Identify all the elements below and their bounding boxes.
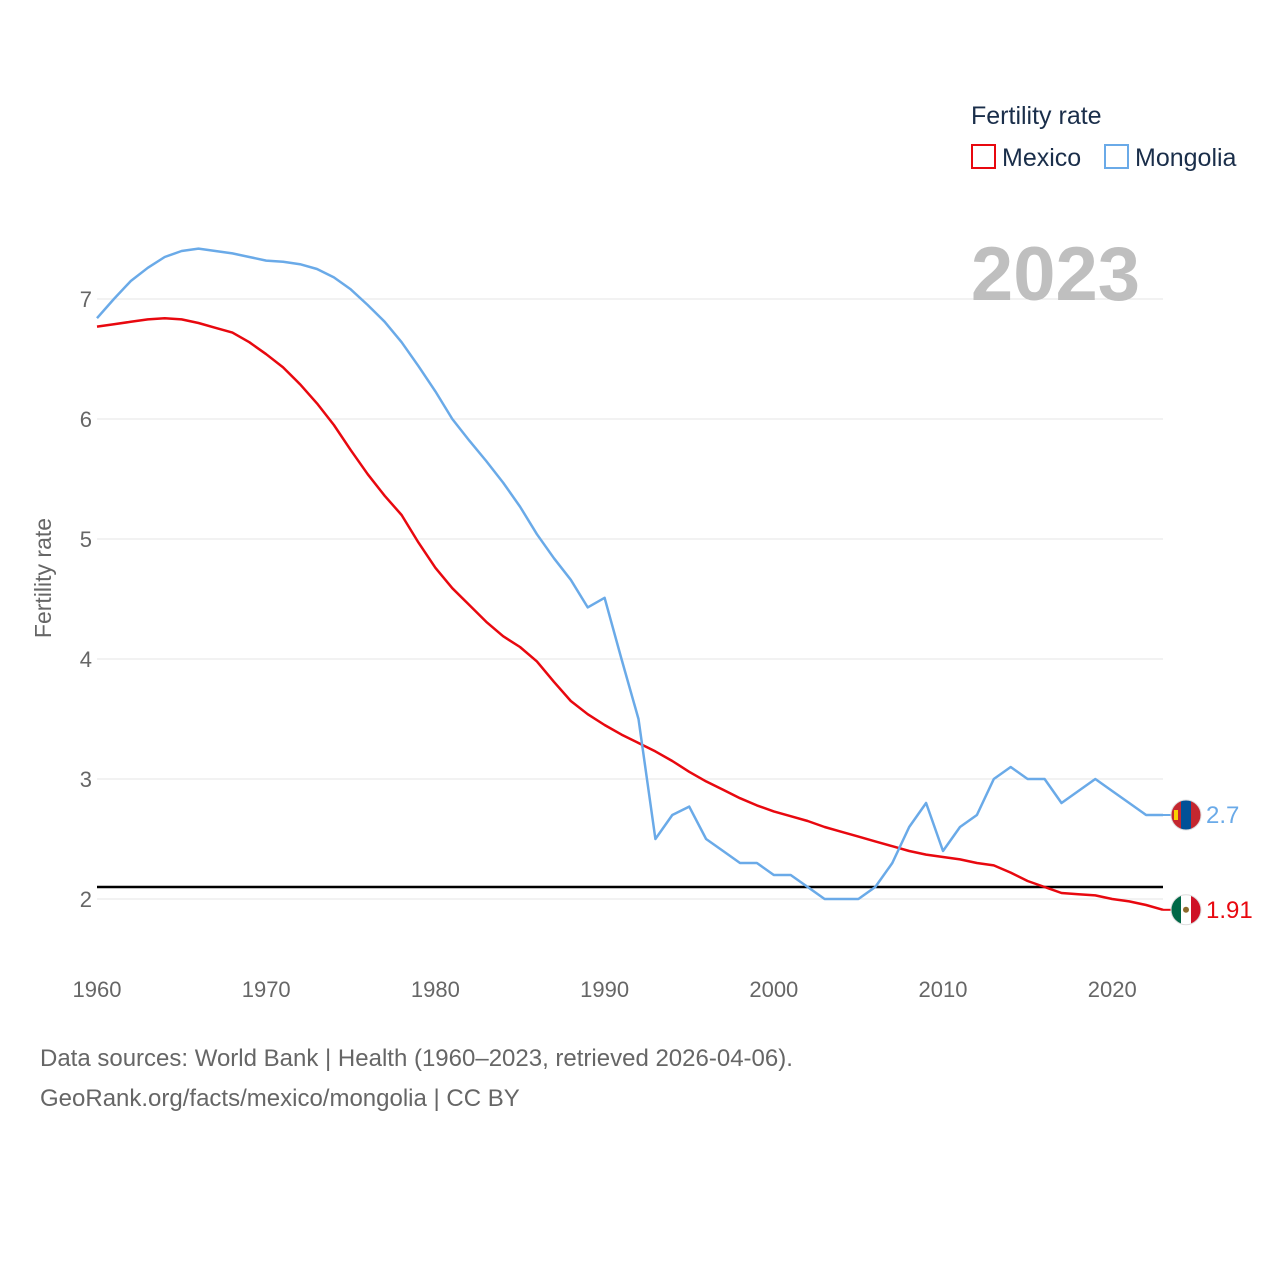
y-tick-label: 2 bbox=[80, 887, 92, 912]
mexico-flag-icon bbox=[1170, 894, 1202, 926]
legend-label-mongolia: Mongolia bbox=[1135, 144, 1237, 172]
mongolia-flag-icon bbox=[1170, 799, 1202, 831]
series-line-mongolia bbox=[96, 247, 1163, 901]
current-year-label: 2023 bbox=[971, 232, 1140, 317]
series-lines bbox=[96, 247, 1164, 912]
y-tick-label: 5 bbox=[80, 527, 92, 552]
x-tick-label: 2010 bbox=[919, 977, 968, 1002]
y-tick-label: 7 bbox=[80, 287, 92, 312]
x-tick-label: 2020 bbox=[1088, 977, 1137, 1002]
x-tick-label: 1990 bbox=[580, 977, 629, 1002]
y-tick-label: 3 bbox=[80, 767, 92, 792]
legend: Fertility rate Mexico Mongolia bbox=[971, 102, 1237, 172]
series-end-markers: 1.91 2.7 bbox=[1163, 799, 1253, 926]
y-axis-ticks: 2 3 4 5 6 7 bbox=[80, 287, 92, 912]
legend-swatch-mexico bbox=[971, 144, 996, 169]
end-value-label-mongolia: 2.7 bbox=[1206, 802, 1239, 829]
x-axis-ticks: 1960 1970 1980 1990 2000 2010 2020 bbox=[73, 977, 1137, 1002]
legend-item-mongolia[interactable]: Mongolia bbox=[1104, 144, 1237, 172]
y-axis-title: Fertility rate bbox=[30, 518, 56, 638]
series-line-mexico bbox=[96, 316, 1164, 912]
legend-title: Fertility rate bbox=[971, 102, 1102, 130]
end-value-label-mexico: 1.91 bbox=[1206, 897, 1253, 924]
y-tick-label: 4 bbox=[80, 647, 92, 672]
y-tick-label: 6 bbox=[80, 407, 92, 432]
x-tick-label: 1960 bbox=[73, 977, 122, 1002]
gridlines bbox=[97, 298, 1163, 900]
x-tick-label: 1980 bbox=[411, 977, 460, 1002]
x-tick-label: 1970 bbox=[242, 977, 291, 1002]
line-chart: 2 3 4 5 6 7 1960 1970 1980 1990 2000 2010 2020 Fert… bbox=[30, 102, 1253, 1002]
footer-attribution[interactable]: GeoRank.org/facts/mexico/mongolia | CC B… bbox=[40, 1085, 520, 1112]
footer-sources: Data sources: World Bank | Health (1960–… bbox=[40, 1045, 793, 1072]
legend-swatch-mongolia bbox=[1104, 144, 1129, 169]
legend-label-mexico: Mexico bbox=[1002, 144, 1081, 172]
legend-item-mexico[interactable]: Mexico bbox=[971, 144, 1081, 172]
x-tick-label: 2000 bbox=[749, 977, 798, 1002]
